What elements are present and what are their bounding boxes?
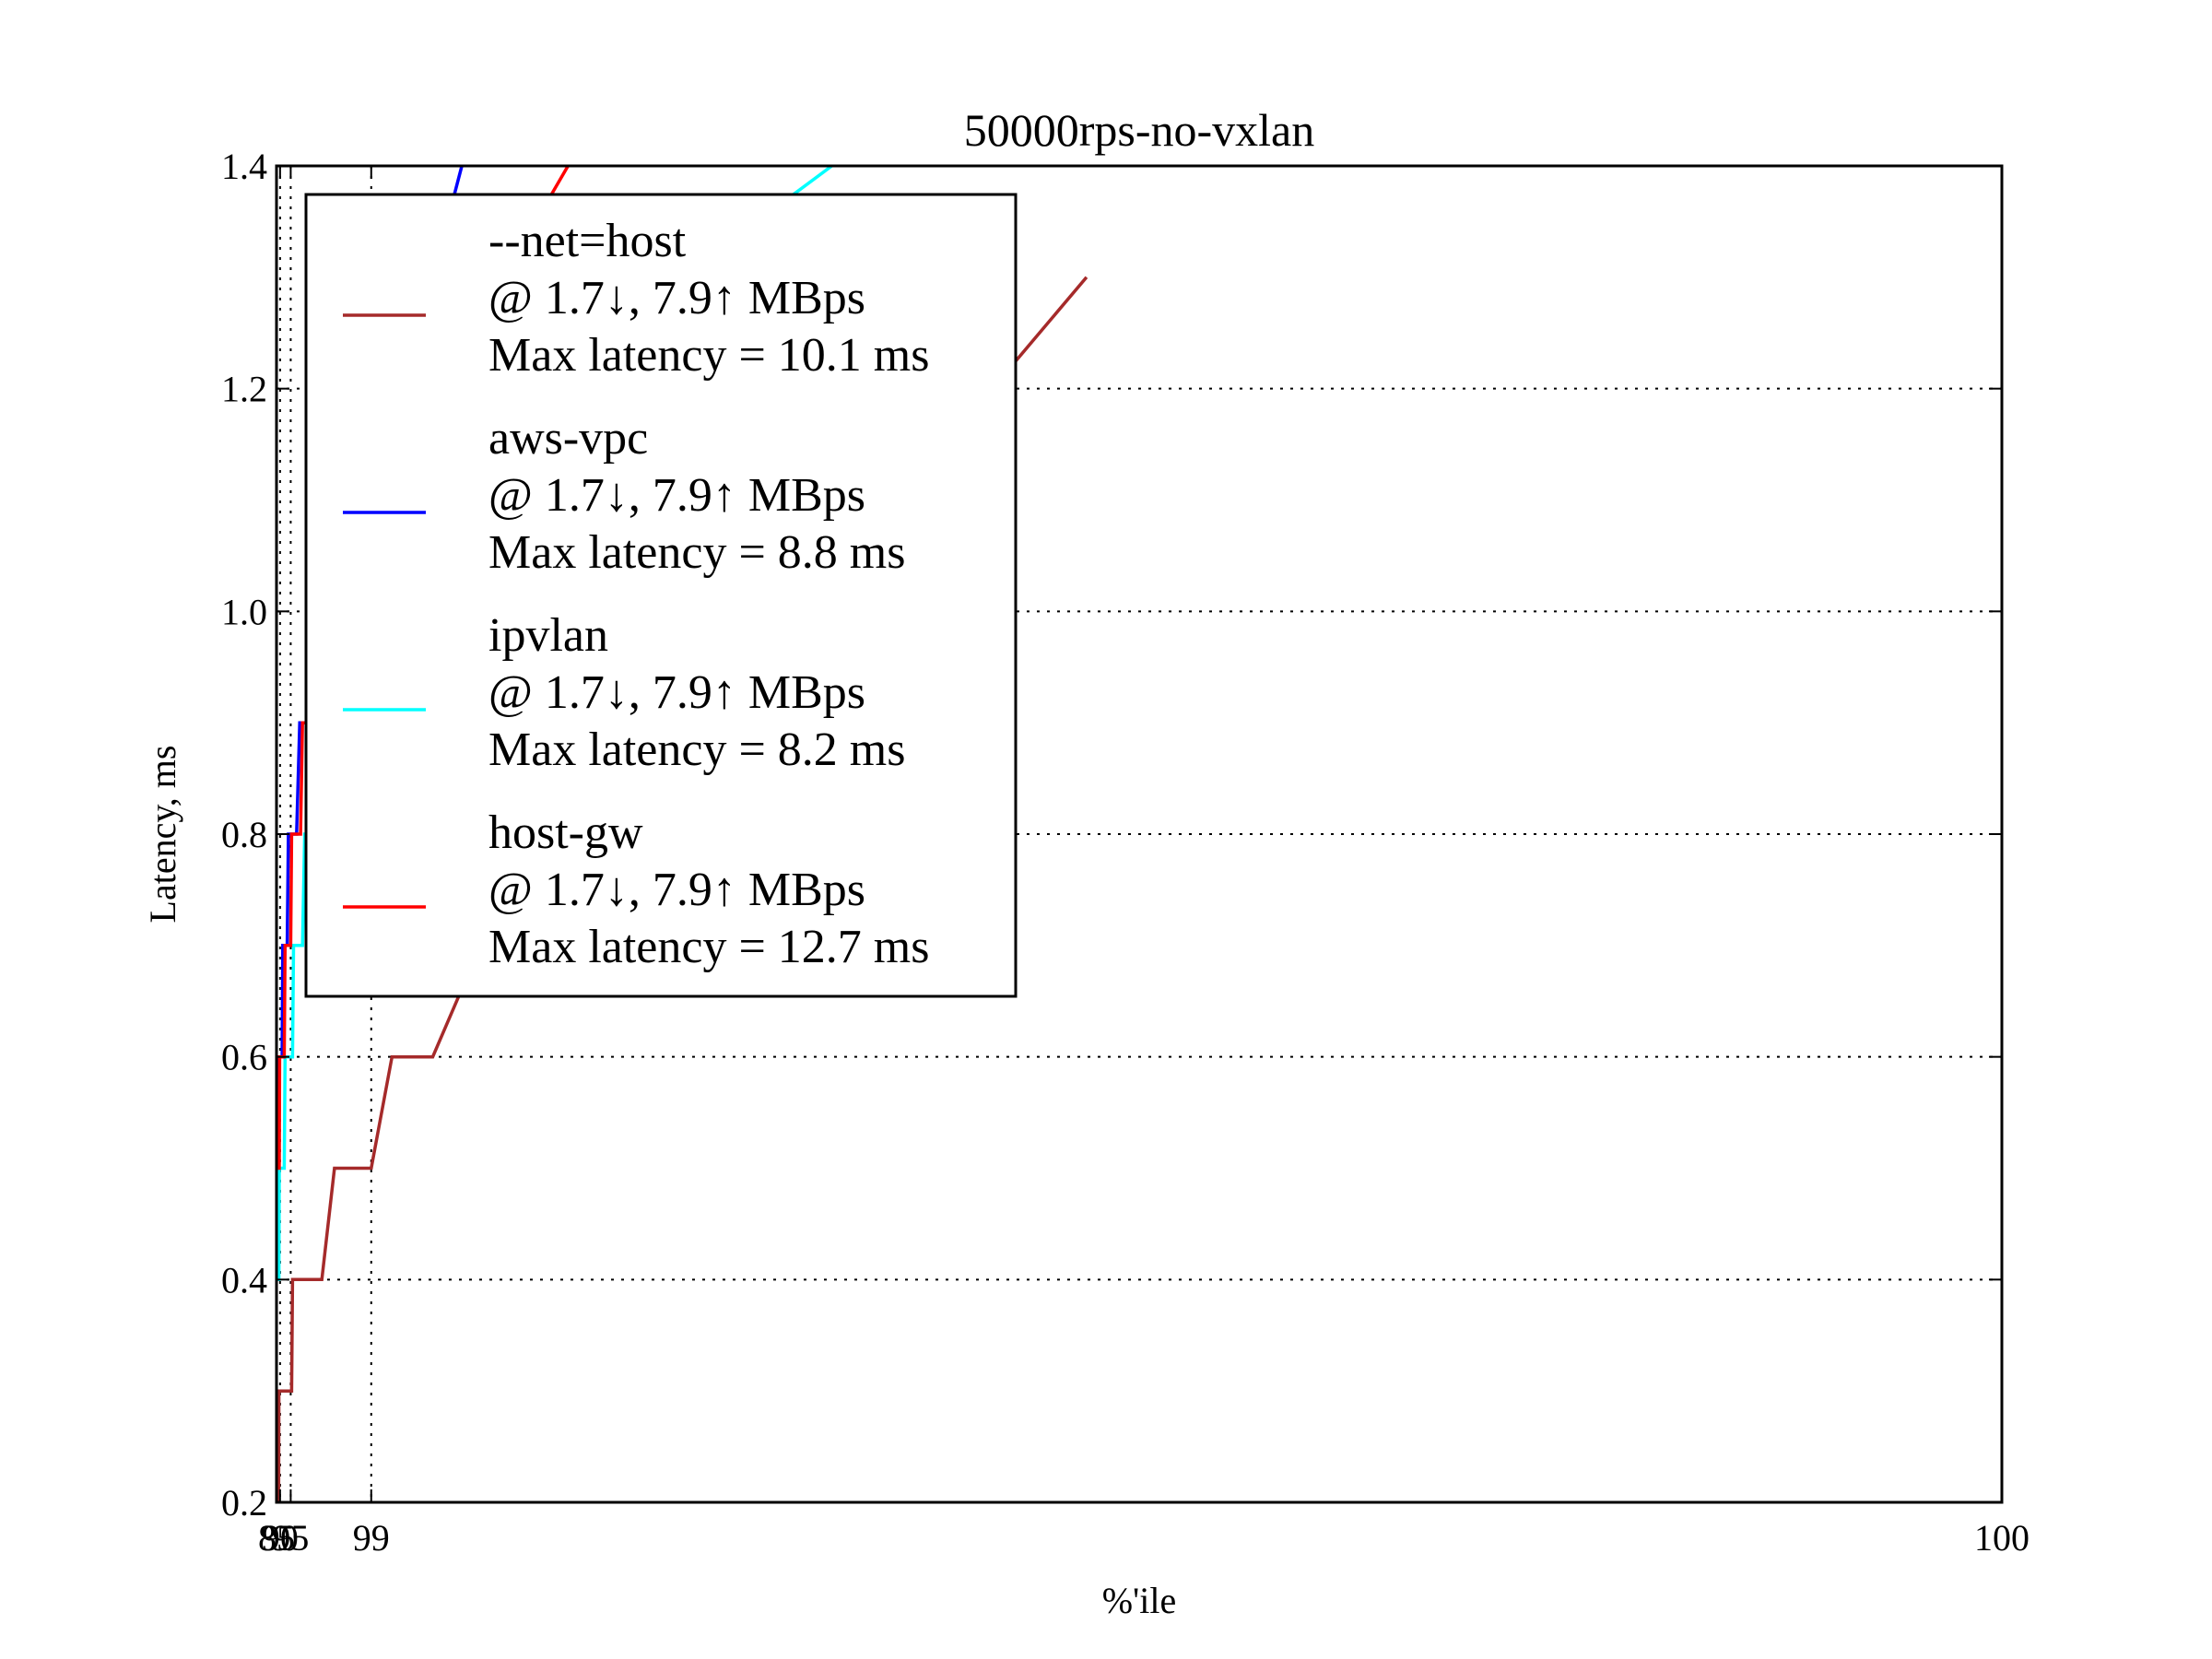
legend-entry-host-gw: Max latency = 12.7 ms — [488, 921, 929, 973]
y-tick-label: 0.2 — [221, 1482, 267, 1524]
y-axis-label: Latency, ms — [142, 746, 183, 924]
legend-entry-aws-vpc: @ 1.7↓, 7.9↑ MBps — [488, 469, 865, 522]
x-axis-label: %'ile — [1102, 1580, 1177, 1621]
y-tick-label: 0.6 — [221, 1037, 267, 1078]
legend-entry-aws-vpc: Max latency = 8.8 ms — [488, 526, 905, 579]
legend-entry-ipvlan: @ 1.7↓, 7.9↑ MBps — [488, 666, 865, 719]
y-tick-label: 1.2 — [221, 369, 267, 410]
x-tick-label: 95 — [272, 1517, 309, 1559]
legend-entry-net-host: @ 1.7↓, 7.9↑ MBps — [488, 272, 865, 324]
legend-entry-aws-vpc: aws-vpc — [488, 412, 648, 465]
x-tick-label: 90 — [262, 1517, 299, 1559]
x-tick-label: 100 — [1974, 1517, 2030, 1559]
legend-entry-host-gw: @ 1.7↓, 7.9↑ MBps — [488, 864, 865, 916]
x-tick-label: 85 — [258, 1517, 295, 1559]
legend-entry-ipvlan: Max latency = 8.2 ms — [488, 724, 905, 776]
y-tick-label: 1.4 — [221, 146, 267, 187]
legend-box — [304, 193, 1018, 998]
legend-entry-ipvlan: ipvlan — [488, 609, 608, 662]
legend-entry-net-host: Max latency = 10.1 ms — [488, 329, 929, 382]
chart-title: 50000rps-no-vxlan — [964, 104, 1315, 156]
x-tick-label: 99 — [353, 1517, 390, 1559]
legend-entry-net-host: --net=host — [488, 215, 687, 267]
y-tick-label: 1.0 — [221, 591, 267, 632]
y-tick-label: 0.4 — [221, 1259, 267, 1300]
legend-entry-host-gw: host-gw — [488, 806, 643, 859]
y-tick-label: 0.8 — [221, 814, 267, 855]
